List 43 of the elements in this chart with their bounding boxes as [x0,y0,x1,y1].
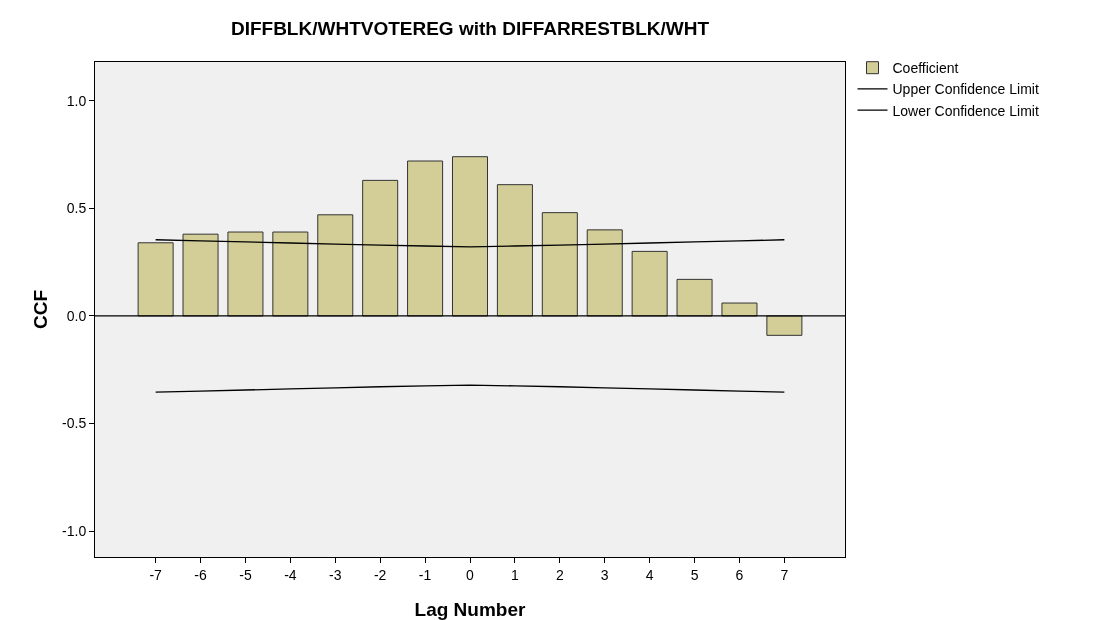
x-tick-label: -4 [284,566,297,583]
x-tick-label: 1 [511,566,520,583]
x-tick-label: 0 [466,566,475,583]
bar [586,229,623,317]
x-tick-label: -1 [418,566,432,583]
x-tick-label: -3 [329,566,342,583]
x-tick-label: -7 [149,566,163,583]
bar [631,250,668,317]
x-tick-label: -6 [194,566,207,583]
legend-label: Coefficient [892,60,959,77]
line-series [154,239,786,248]
y-tick-label: 0.0 [66,307,87,324]
legend-label: Lower Confidence Limit [892,102,1039,119]
legend-label: Upper Confidence Limit [892,81,1039,98]
bar [362,179,399,317]
x-tick-label: 7 [780,566,789,583]
bar [541,212,578,317]
bar [182,233,219,317]
x-axis-title: Lag Number [414,599,527,620]
x-tick-label: 4 [645,566,654,583]
x-tick-label: -5 [239,566,252,583]
bar [407,160,444,317]
y-tick-label: 1.0 [66,92,87,109]
bar [317,214,354,317]
bar [227,231,264,317]
x-tick-label: 3 [600,566,609,583]
bar [272,231,309,317]
line-series [154,384,786,393]
y-tick-label: -0.5 [62,415,87,432]
y-axis-title: CCF [30,289,51,330]
bar [137,242,174,317]
y-tick-label: -1.0 [62,523,87,540]
bar [676,278,713,317]
bar [496,184,533,317]
y-tick-label: 0.5 [66,200,87,217]
bar [721,302,758,317]
x-tick-label: -2 [373,566,387,583]
bar [766,315,803,336]
x-tick-label: 2 [555,566,564,583]
bar [451,156,489,317]
x-tick-label: 5 [690,566,699,583]
x-tick-label: 6 [735,566,744,583]
chart-title: DIFFBLK/WHTVOTEREG with DIFFARRESTBLK/WHT [230,18,710,39]
